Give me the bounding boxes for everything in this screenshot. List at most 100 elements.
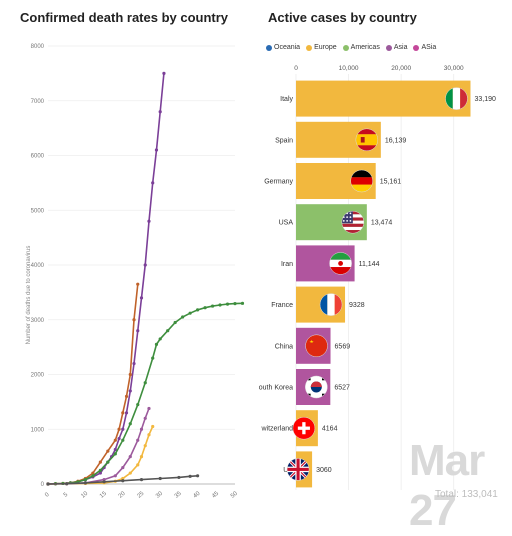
flag-outline [305, 334, 328, 358]
legend-swatch-americas [342, 44, 349, 51]
data-point [113, 447, 117, 452]
data-point [106, 460, 110, 464]
data-point [151, 424, 155, 429]
data-point [203, 306, 207, 310]
x-tick-label: 15 [99, 490, 108, 499]
value-label: 13,474 [371, 220, 393, 227]
data-point [128, 389, 132, 393]
data-point [128, 455, 132, 459]
flag-outline [445, 87, 468, 110]
data-point [143, 263, 147, 267]
date-label: Mar 27 [409, 436, 485, 535]
data-point [124, 411, 129, 415]
category-label: Iran [281, 261, 293, 268]
value-label: 15,161 [380, 179, 402, 186]
legend-item-asia-2[interactable]: ASia [413, 44, 436, 51]
y-tick-label: 0 [41, 482, 45, 488]
data-point [113, 474, 117, 478]
bar [296, 80, 471, 117]
x-tick-label: 45 [211, 490, 220, 499]
data-point [113, 452, 117, 456]
x-tick-label: 5 [63, 491, 70, 498]
legend-item-europe[interactable]: Europe [306, 44, 337, 51]
legend-swatch-oceania [266, 44, 272, 51]
bar-row: outh Korea 6527 [259, 369, 350, 405]
value-label: 33,190 [474, 96, 496, 103]
data-point [132, 361, 136, 366]
value-label: 16,139 [385, 137, 407, 144]
data-point [113, 438, 117, 442]
y-tick-label: 6000 [31, 154, 45, 160]
data-point [117, 427, 121, 431]
data-point [46, 482, 50, 486]
legend-label: Europe [314, 44, 337, 51]
data-point [136, 403, 140, 407]
data-point [117, 436, 121, 441]
legend-item-asia[interactable]: Asia [385, 44, 408, 51]
y-tick-label: 7000 [31, 99, 45, 105]
category-label: China [275, 343, 293, 350]
data-point [158, 337, 162, 341]
bar-row: Germany 15,161 [264, 163, 401, 199]
data-point [136, 463, 140, 467]
legend-swatch-europe [306, 44, 313, 51]
series-line-0 [47, 73, 165, 485]
left-chart-title: Confirmed death rates by country [20, 10, 229, 25]
value-label: 3060 [316, 467, 332, 474]
legend-label: Asia [393, 44, 408, 51]
x-tick-label: 0 [294, 65, 298, 72]
value-label: 9328 [349, 302, 365, 309]
category-label: France [271, 302, 293, 309]
data-point [91, 471, 95, 475]
flag-outline [319, 293, 343, 316]
data-point [151, 356, 155, 360]
data-point [154, 148, 159, 152]
x-tick-label: 25 [136, 490, 145, 499]
italy-flag [445, 87, 468, 110]
bar-row: USA 13,474 [279, 204, 393, 241]
legend-item-americas[interactable]: Americas [342, 44, 380, 51]
category-label: Germany [264, 179, 293, 186]
total-label: Total: 133,041 [435, 489, 498, 500]
data-point [188, 474, 192, 478]
data-point [124, 394, 129, 398]
usa-flag [341, 211, 364, 234]
data-point [102, 478, 106, 482]
flag-outline [329, 252, 352, 275]
france-flag [320, 293, 343, 316]
data-point [139, 455, 144, 459]
data-point [158, 476, 162, 481]
data-point [128, 471, 132, 475]
bar-row: witzerland 4164 [260, 410, 338, 447]
x-tick-label: 40 [192, 490, 201, 499]
data-point [121, 479, 125, 483]
y-tick-label: 2000 [31, 373, 45, 379]
data-point [196, 308, 200, 312]
y-tick-label: 4000 [31, 263, 45, 269]
data-point [218, 303, 222, 307]
legend-label: Americas [350, 44, 380, 51]
value-label: 4164 [322, 426, 338, 433]
x-tick-label: 50 [230, 490, 239, 499]
flag-outline [286, 458, 310, 481]
data-point [121, 465, 125, 470]
y-tick-label: 1000 [31, 427, 45, 433]
flag-outline [305, 375, 328, 399]
x-tick-label: 10,000 [339, 65, 359, 72]
data-point [196, 474, 200, 478]
data-point [83, 478, 87, 482]
bar-row: Iran 11,144 [281, 245, 380, 282]
x-tick-label: 20 [118, 490, 127, 499]
data-point [225, 302, 230, 306]
y-axis-label: Number of deaths due to coronavirus [26, 246, 32, 345]
y-tick-label: 8000 [31, 44, 45, 50]
data-point [132, 318, 136, 322]
flag-outline [350, 169, 373, 193]
y-tick-label: 3000 [31, 318, 45, 324]
legend-item-oceania[interactable]: Oceania [266, 44, 300, 51]
data-point [173, 320, 177, 325]
data-point [151, 181, 155, 185]
legend-swatch-asia-2 [413, 44, 420, 51]
south-korea-flag [305, 376, 328, 398]
bar-row: UK3060 [283, 451, 332, 488]
